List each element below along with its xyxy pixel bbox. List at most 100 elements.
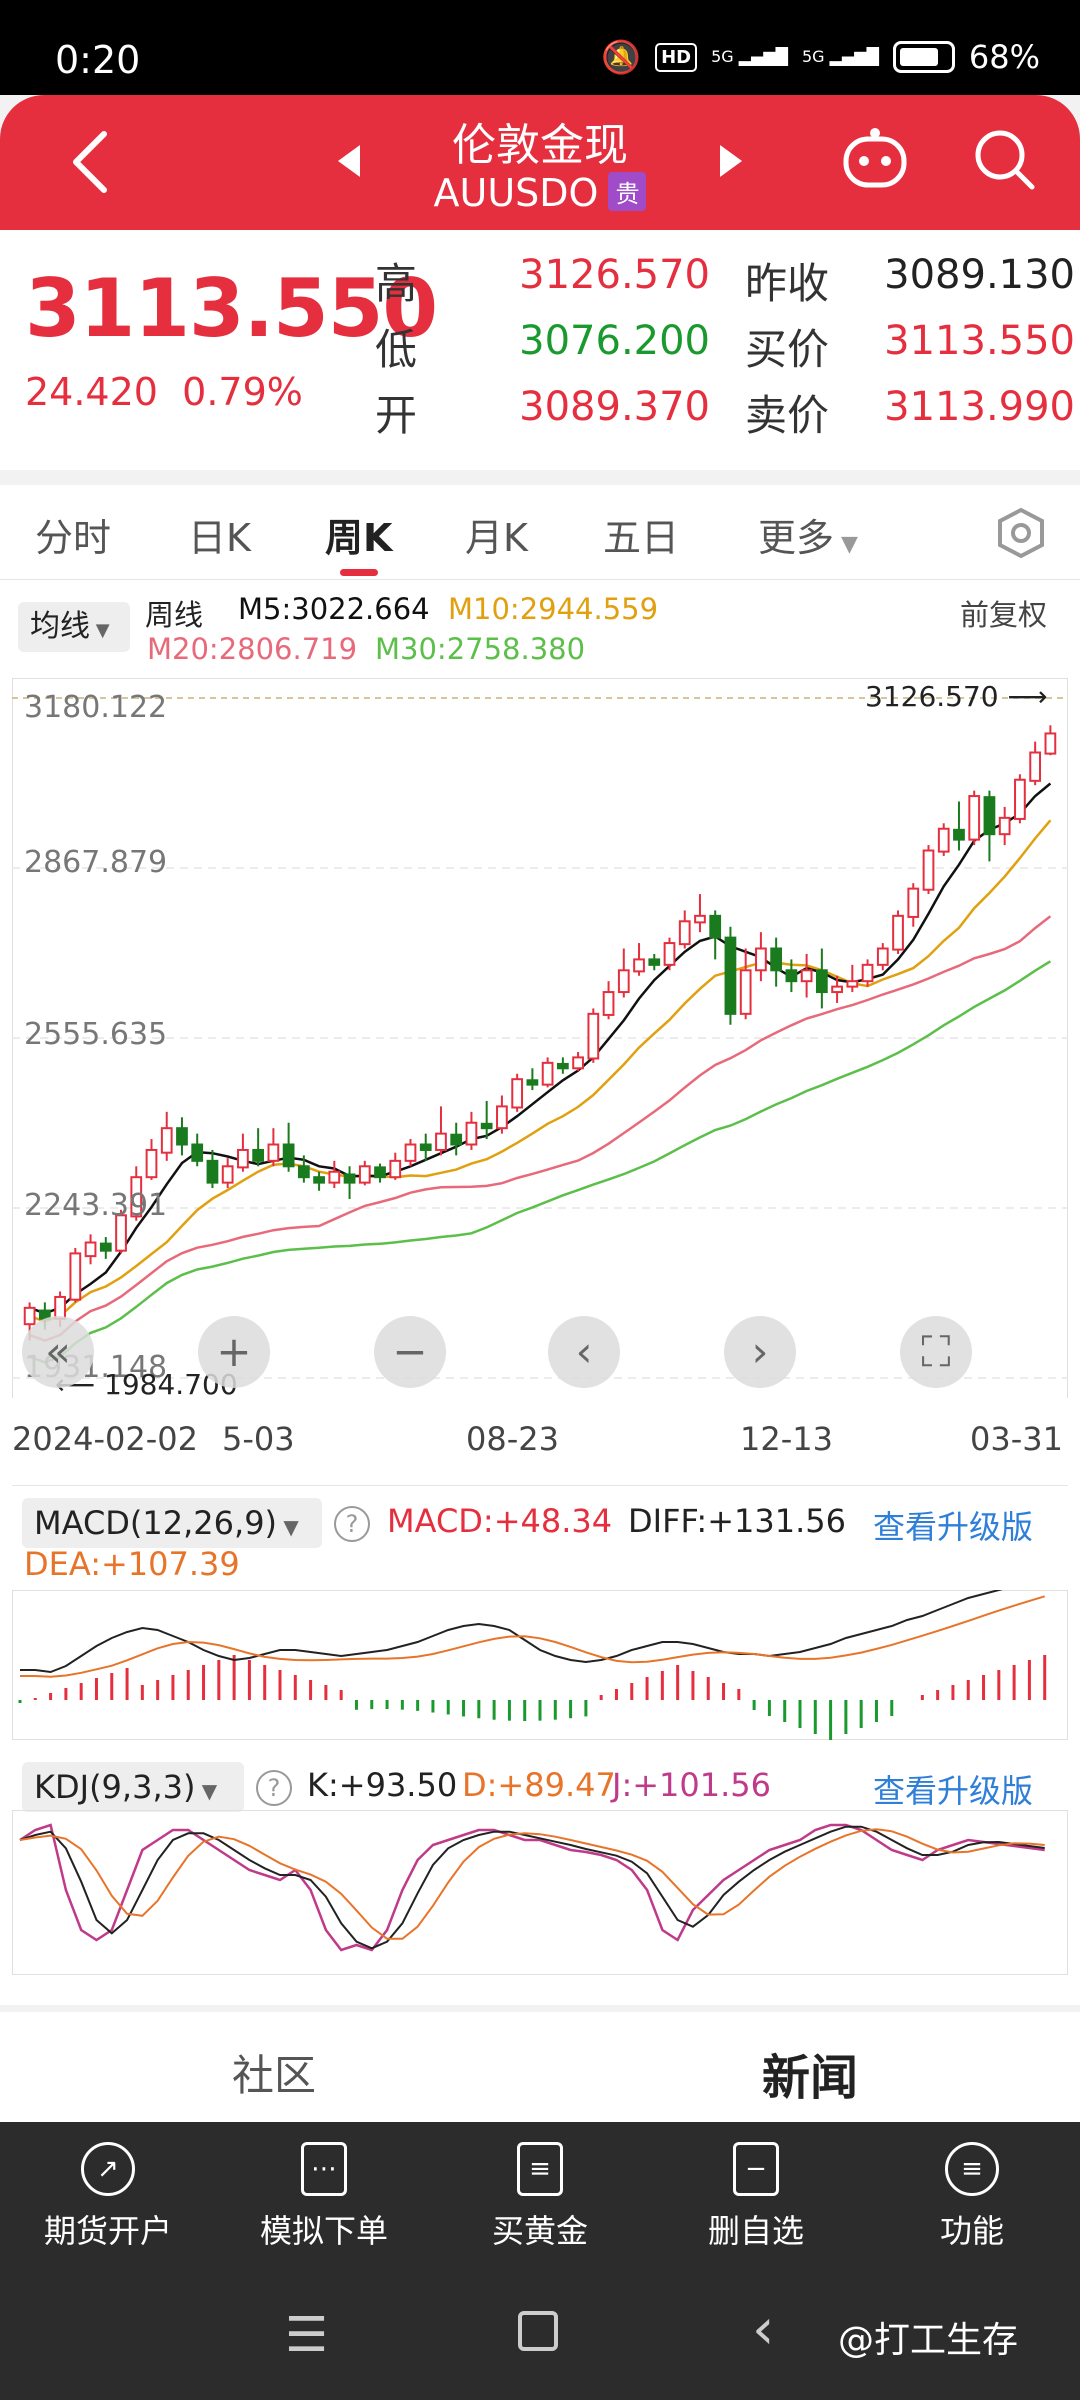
- instrument-title: 伦敦金现: [452, 120, 628, 171]
- candle-body: [313, 1176, 325, 1184]
- nav-remove-watchlist[interactable]: − 删自选: [648, 2142, 864, 2252]
- candle-body: [389, 1159, 402, 1179]
- candle-body: [282, 1143, 295, 1168]
- zoom-in-button[interactable]: +: [198, 1316, 270, 1388]
- candle-body: [237, 1148, 249, 1169]
- tab-monthly-k[interactable]: 月K: [465, 516, 528, 560]
- candle-body: [648, 958, 661, 966]
- compass-icon: ↗: [81, 2142, 135, 2196]
- next-instrument-icon[interactable]: [720, 145, 742, 177]
- candle-body: [343, 1173, 356, 1184]
- price-adjust[interactable]: 前复权: [960, 598, 1048, 632]
- tab-news[interactable]: 新闻: [762, 2050, 859, 2106]
- ask-label: 卖价: [745, 391, 830, 440]
- robot-assistant-icon[interactable]: [840, 125, 910, 195]
- nav-buy-gold[interactable]: ≡ 买黄金: [432, 2142, 648, 2252]
- open-value: 3089.370: [519, 384, 710, 430]
- x-tick-3: 08-23: [466, 1420, 559, 1458]
- nav-functions[interactable]: ≡ 功能: [864, 2142, 1080, 2252]
- home-icon[interactable]: [518, 2311, 558, 2351]
- candle-body: [785, 969, 798, 983]
- candle-body: [968, 795, 981, 841]
- candle-body: [800, 969, 813, 983]
- status-icons: 🔕 HD 5G ▂▄▆█ 5G ▂▄▆█ 68%: [601, 38, 1040, 76]
- y-tick-1: 3180.122: [24, 690, 168, 725]
- candle-body: [572, 1056, 584, 1070]
- candle-body: [358, 1165, 371, 1184]
- app-header: 伦敦金现 AUUSDO 贵: [0, 95, 1080, 230]
- candle-body: [267, 1143, 280, 1162]
- scroll-start-button[interactable]: «: [22, 1316, 94, 1388]
- tab-weekly-k[interactable]: 周K: [325, 516, 393, 560]
- candle-body: [678, 920, 691, 946]
- candle-body: [160, 1127, 173, 1154]
- candle-body: [587, 1012, 600, 1060]
- nav-sim-order[interactable]: ⋯ 模拟下单: [216, 2142, 432, 2252]
- signal-icon-2: 5G ▂▄▆█: [801, 47, 879, 66]
- candle-body: [450, 1133, 463, 1146]
- candle-body: [755, 947, 767, 972]
- document-icon: ⋯: [301, 2142, 347, 2196]
- status-time: 0:20: [55, 38, 141, 82]
- scroll-left-button[interactable]: ‹: [548, 1316, 620, 1388]
- candle-body: [663, 942, 676, 966]
- scroll-right-button[interactable]: ›: [724, 1316, 796, 1388]
- ma-selector[interactable]: 均线 ▼: [18, 602, 130, 652]
- candle-body: [694, 914, 706, 924]
- tab-community[interactable]: 社区: [232, 2051, 317, 2100]
- macd-selector[interactable]: MACD(12,26,9) ▼: [22, 1498, 322, 1548]
- ma5-line: [29, 782, 1052, 1315]
- nav-open-account[interactable]: ↗ 期货开户: [0, 2142, 216, 2252]
- zoom-out-button[interactable]: −: [374, 1316, 446, 1388]
- macd-chart: [12, 1590, 1068, 1740]
- candle-body: [328, 1170, 341, 1184]
- candle-body: [465, 1121, 478, 1146]
- open-label: 开: [375, 391, 418, 440]
- tab-five-day[interactable]: 五日: [603, 516, 680, 560]
- fullscreen-button[interactable]: ⛶: [900, 1316, 972, 1388]
- candle-body: [602, 991, 615, 1016]
- candle-body: [876, 947, 889, 966]
- prev-instrument-icon[interactable]: [338, 145, 360, 177]
- candle-body: [709, 914, 722, 939]
- tab-daily-k[interactable]: 日K: [188, 516, 251, 560]
- kdj-upgrade-link[interactable]: 查看升级版: [873, 1772, 1034, 1810]
- macd-diff: DIFF:+131.56: [628, 1502, 846, 1540]
- kline-chart[interactable]: [12, 678, 1068, 1398]
- system-nav-bar: ☰ ‹ @打工生存: [0, 2277, 1080, 2400]
- content-tabs: 社区 新闻: [0, 2012, 1080, 2122]
- macd-help-icon[interactable]: ?: [334, 1506, 370, 1542]
- kdj-help-icon[interactable]: ?: [256, 1770, 292, 1806]
- settings-hex-icon[interactable]: [995, 507, 1047, 559]
- low-marker: ⟵ 1984.700: [55, 1368, 238, 1401]
- ma-period: 周线: [145, 598, 204, 632]
- high-value: 3126.570: [519, 252, 710, 298]
- candle-body: [145, 1148, 158, 1179]
- high-label: 高: [375, 259, 418, 308]
- macd-value: MACD:+48.34: [387, 1502, 613, 1540]
- tab-more[interactable]: 更多 ▼: [758, 516, 858, 560]
- back-nav-icon[interactable]: ‹: [752, 2297, 775, 2362]
- candle-body: [937, 827, 950, 853]
- candle-body: [953, 828, 965, 841]
- candle-body: [99, 1242, 112, 1252]
- candle-body: [115, 1214, 127, 1252]
- x-tick-1: 2024-02-02: [12, 1420, 198, 1458]
- kdj-selector[interactable]: KDJ(9,3,3) ▼: [22, 1762, 244, 1812]
- candle-body: [252, 1148, 265, 1162]
- candle-body: [861, 963, 874, 983]
- candle-body: [983, 796, 996, 836]
- candle-body: [69, 1252, 82, 1301]
- back-icon[interactable]: [70, 130, 110, 194]
- tab-intraday[interactable]: 分时: [35, 516, 112, 560]
- low-value: 3076.200: [519, 318, 710, 364]
- candle-body: [374, 1166, 386, 1179]
- ma-m10: M10:2944.559: [448, 592, 659, 626]
- candle-body: [496, 1105, 508, 1130]
- macd-upgrade-link[interactable]: 查看升级版: [873, 1508, 1034, 1546]
- recent-apps-icon[interactable]: ☰: [285, 2307, 329, 2363]
- candle-body: [998, 816, 1011, 836]
- battery-percent: 68%: [968, 38, 1040, 76]
- candle-body: [617, 969, 630, 994]
- search-icon[interactable]: [970, 125, 1040, 195]
